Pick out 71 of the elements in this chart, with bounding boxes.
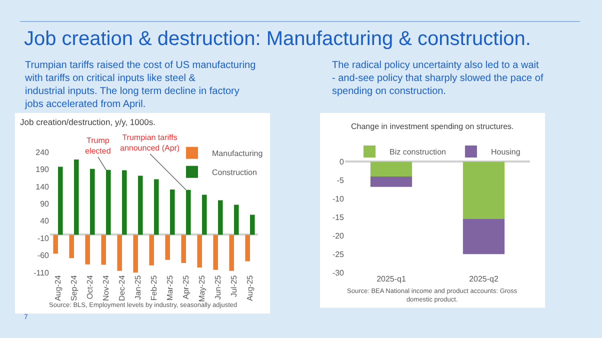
y-tick-label: -5 xyxy=(336,176,345,185)
x-tick-label: Nov-24 xyxy=(102,274,111,302)
bar xyxy=(69,234,74,258)
x-tick-label: Feb-25 xyxy=(150,274,159,301)
bar xyxy=(149,234,154,266)
text: Trumpian tariffs raised the cost of US manufacturing with tariffs on critical inputs like steel & industrial inputs. The long term decline in factory jobs accelerated from April. xyxy=(24,60,256,110)
annotation: Trump elected xyxy=(85,136,111,156)
y-tick-label: 140 xyxy=(36,182,50,192)
text: Job creation & destruction: Manufacturing & construction. xyxy=(24,28,531,50)
legend-label: Manufacturing xyxy=(212,148,263,158)
bar xyxy=(229,234,234,271)
y-tick-label: 190 xyxy=(36,164,50,174)
bar xyxy=(85,234,90,264)
bar xyxy=(250,214,255,235)
y-tick-label: -15 xyxy=(332,212,345,222)
annotation: Trumpian tariffs announced (Apr) xyxy=(120,133,180,152)
bar xyxy=(462,219,505,254)
x-tick-label: Dec-24 xyxy=(118,274,127,302)
bar xyxy=(170,190,175,235)
bar xyxy=(370,176,412,187)
bar xyxy=(133,234,138,273)
bar xyxy=(165,234,170,260)
y-tick-label: 90 xyxy=(40,199,50,208)
x-tick-label: Aug-25 xyxy=(246,274,255,302)
y-tick-label: -10 xyxy=(37,234,50,243)
bar xyxy=(90,168,95,235)
y-tick-label: 240 xyxy=(36,148,50,157)
bar xyxy=(154,179,159,235)
x-tick-label: Mar-25 xyxy=(166,274,175,301)
x-tick-label: 2025-q1 xyxy=(376,274,406,284)
y-tick-label: -60 xyxy=(37,251,50,260)
bar xyxy=(53,234,58,254)
bar xyxy=(58,166,63,235)
x-tick-label: Sep-24 xyxy=(70,274,79,302)
bar xyxy=(181,234,186,263)
bar xyxy=(106,170,111,235)
y-tick-label: -110 xyxy=(34,268,50,278)
bar xyxy=(245,234,250,262)
bar xyxy=(186,190,191,235)
y-tick-label: -10 xyxy=(332,194,345,204)
x-tick-label: Apr-25 xyxy=(182,274,191,300)
y-tick-label: -25 xyxy=(332,250,345,259)
x-tick-label: Aug-24 xyxy=(54,274,63,302)
y-tick-label: -30 xyxy=(332,268,345,278)
x-tick-label: Oct-24 xyxy=(86,274,95,300)
x-tick-label: Jan-25 xyxy=(134,274,143,300)
chart-title: Job creation/destruction, y/y, 1000s. xyxy=(20,117,156,127)
bar xyxy=(101,234,106,265)
x-tick-label: Jul-25 xyxy=(230,274,239,298)
y-tick-label: 40 xyxy=(40,216,50,226)
text: The radical policy uncertainty also led to a wait - and-see policy that sharply slowed the pace of spending on construction. xyxy=(332,60,544,97)
bar xyxy=(462,162,505,220)
x-tick-label: May-25 xyxy=(198,274,207,302)
chart-title: Change in investment spending on structures. xyxy=(351,122,514,131)
legend-label: Biz construction xyxy=(390,148,446,157)
legend-label: Construction xyxy=(212,168,257,177)
bar xyxy=(218,200,223,235)
bar xyxy=(117,234,122,271)
y-tick-label: -20 xyxy=(332,231,345,240)
bar xyxy=(234,204,239,235)
legend-label: Housing xyxy=(490,148,520,157)
y-tick-label: 0 xyxy=(340,157,345,166)
bar xyxy=(74,160,79,235)
bar xyxy=(213,234,218,270)
bar xyxy=(122,170,127,235)
bar xyxy=(138,176,143,235)
bar xyxy=(370,162,412,176)
x-tick-label: 2025-q2 xyxy=(469,274,499,284)
x-tick-label: Jun-25 xyxy=(214,274,223,300)
bar xyxy=(197,234,202,268)
bar xyxy=(202,194,207,235)
